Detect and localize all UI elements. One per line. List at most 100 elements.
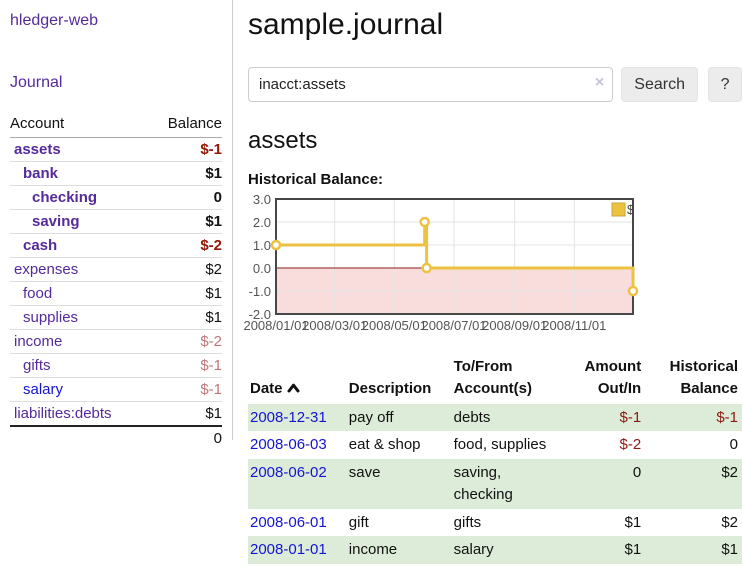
x-tick-label: 2008/09/01 (482, 318, 547, 333)
register-body: 2008-12-31 pay off debts $-1 $-1 2008-06-03 ea… (248, 403, 742, 564)
account-name-cell: assets (10, 137, 149, 162)
account-row: expenses $2 (10, 257, 222, 282)
account-link-checking[interactable]: checking (32, 189, 98, 206)
chart-container: $3.0 2.0 1.0 0.0 -1.0 -2.0 2008/01/01 2008/03/0… (243, 192, 742, 336)
accounts-total-row: 0 (10, 425, 222, 450)
y-tick-label: 2.0 (253, 215, 271, 230)
col-date-sortable[interactable]: Date (248, 354, 347, 404)
sidebar: hledger-web Journal Account Balance asse… (0, 0, 233, 450)
account-link-expenses[interactable]: expenses (14, 261, 79, 278)
transaction-date-link[interactable]: 2008-12-31 (250, 408, 327, 426)
account-link-bank[interactable]: bank (23, 165, 59, 182)
y-tick-label: 1.0 (253, 238, 271, 253)
y-tick-label: -1.0 (249, 284, 271, 299)
account-name-cell: checking (10, 185, 149, 210)
account-link-saving[interactable]: saving (32, 213, 80, 230)
accounts-col-account: Account (10, 112, 149, 138)
register-date-cell: 2008-06-03 (248, 431, 347, 459)
historical-balance-chart: $3.0 2.0 1.0 0.0 -1.0 -2.02008/01/012008/03/0… (243, 192, 639, 333)
account-link-cash[interactable]: cash (23, 237, 58, 254)
register-accounts: saving, checking (451, 459, 565, 509)
transaction-date-link[interactable]: 2008-06-02 (250, 464, 327, 481)
register-date-cell: 2008-12-31 (248, 403, 347, 432)
data-point (627, 285, 639, 297)
search-input-wrap: × (248, 67, 614, 102)
account-link-supplies[interactable]: supplies (23, 309, 79, 326)
y-tick-label: -2.0 (249, 307, 271, 322)
register-balance: 0 (729, 436, 738, 454)
register-accounts: debts (451, 403, 565, 432)
register-description: income (346, 536, 452, 564)
account-balance: $-2 (148, 329, 222, 354)
accounts-total-value: 0 (148, 425, 222, 450)
clear-search-icon[interactable]: × (594, 74, 605, 91)
account-balance: 0 (148, 185, 222, 210)
account-row: cash $-2 (10, 233, 222, 258)
register-amount: $-1 (564, 403, 646, 432)
register-row: 2008-06-03 eat & shop food, supplies $-2 0 (248, 431, 742, 459)
account-balance: $1 (148, 209, 222, 234)
y-tick-label: 3.0 (253, 192, 271, 207)
account-row: checking 0 (10, 185, 222, 210)
register-table: Date Description To/From Account(s) Amoun… (248, 354, 742, 564)
transaction-date-link[interactable]: 2008-06-01 (250, 513, 327, 531)
register-balance: $2 (645, 459, 742, 509)
register-amount: $-2 (619, 436, 642, 454)
search-input[interactable] (248, 67, 614, 102)
account-name-cell: food (10, 281, 149, 306)
register-balance: $1 (645, 536, 742, 564)
accounts-table: Account Balance assets $-1 bank $1 checking 0… (10, 112, 222, 450)
register-amount: 0 (564, 459, 646, 509)
account-name-cell: income (10, 329, 149, 354)
account-link-gifts[interactable]: gifts (23, 357, 51, 374)
register-accounts: salary (451, 536, 565, 564)
account-row: salary $-1 (10, 377, 222, 402)
register-row: 2008-12-31 pay off debts $-1 $-1 (248, 403, 742, 432)
account-balance: $1 (148, 161, 222, 186)
transaction-date-link[interactable]: 2008-06-03 (250, 436, 327, 454)
account-name-cell: supplies (10, 305, 149, 330)
col-amount: Amount Out/In (584, 358, 642, 397)
register-balance: $2 (721, 513, 738, 531)
account-link-assets[interactable]: assets (14, 141, 61, 158)
account-link-income[interactable]: income (14, 333, 63, 350)
data-point (421, 262, 432, 274)
register-row: 2008-06-02 save saving, checking 0 $2 (248, 459, 742, 509)
account-balance: $-1 (148, 377, 222, 402)
col-description: Description (348, 379, 432, 397)
account-link-salary[interactable]: salary (23, 381, 64, 398)
account-name-cell: bank (10, 161, 149, 186)
account-row: food $1 (10, 281, 222, 306)
account-row: income $-2 (10, 329, 222, 354)
col-balance: Historical Balance (669, 358, 738, 397)
data-point (270, 239, 282, 251)
x-tick-label: 2008/11/01 (542, 318, 606, 333)
account-name-cell: saving (10, 209, 149, 234)
register-accounts: food, supplies (453, 436, 547, 454)
account-heading: assets (248, 127, 318, 154)
search-bar: × Search ? (248, 67, 742, 102)
account-link-food[interactable]: food (23, 285, 53, 302)
register-description: gift (348, 513, 369, 531)
accounts-total-spacer (10, 425, 149, 450)
sidebar-item-journal[interactable]: Journal (10, 74, 63, 91)
account-balance: $2 (148, 257, 222, 282)
main-content: sample.journal × Search ? assets Histori… (243, 0, 742, 564)
search-button[interactable]: Search (621, 67, 699, 102)
register-amount: $1 (564, 536, 646, 564)
register-description: save (346, 459, 452, 509)
brand-link[interactable]: hledger-web (10, 12, 99, 29)
transaction-date-link[interactable]: 2008-01-01 (250, 541, 327, 559)
account-balance: $1 (148, 281, 222, 306)
x-tick-label: 2008/03/01 (302, 318, 367, 333)
account-balance: $1 (148, 305, 222, 330)
data-point (419, 216, 430, 228)
account-link-liabilities-debts[interactable]: liabilities:debts (14, 405, 112, 422)
register-accounts: gifts (453, 513, 482, 531)
legend-label: $ (627, 202, 635, 217)
account-balance: $1 (148, 401, 222, 427)
register-row: 2008-06-01 gift gifts $1 $2 (248, 509, 742, 537)
account-row: bank $1 (10, 161, 222, 186)
help-button[interactable]: ? (708, 67, 742, 102)
